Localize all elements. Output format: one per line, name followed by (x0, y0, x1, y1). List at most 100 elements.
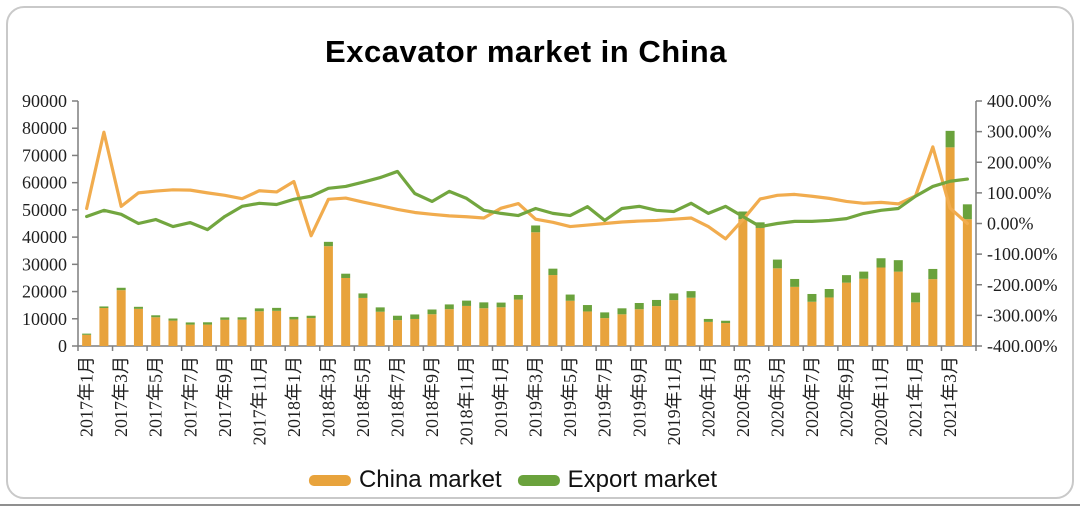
right-axis-tick-label: 100.00% (987, 183, 1052, 203)
china-market-bar (582, 311, 592, 346)
china-market-bar (928, 279, 938, 346)
china-market-bar (841, 282, 851, 346)
export-market-bar (703, 318, 713, 322)
china-market-bar (358, 297, 368, 346)
china-market-bar (893, 271, 903, 346)
china-market-bar (565, 300, 575, 346)
x-axis-tick-label: 2019年7月 (595, 356, 615, 437)
left-axis-tick-label: 20000 (22, 282, 67, 302)
right-axis-tick-label: 400.00% (987, 91, 1052, 111)
export-market-bar (82, 333, 92, 335)
x-axis-tick-label: 2020年7月 (802, 356, 822, 437)
left-axis-tick-label: 10000 (22, 309, 67, 329)
china-market-bar (427, 314, 437, 346)
china-market-bar (721, 323, 731, 346)
right-axis-tick-label: -200.00% (987, 275, 1058, 295)
export-market-bar (824, 288, 834, 298)
left-axis-ticks: 0 10000 20000 30000 40000 50000 60000 70000 8000… (22, 91, 78, 356)
left-axis-tick-label: 80000 (22, 118, 67, 138)
china-market-bar (772, 268, 782, 346)
china-market-bar (790, 286, 800, 346)
export-market-bar (721, 320, 731, 324)
x-axis-tick-label: 2018年1月 (284, 356, 304, 437)
export-market-bars (82, 130, 972, 335)
left-axis-tick-label: 50000 (22, 200, 67, 220)
left-axis-tick-label: 60000 (22, 173, 67, 193)
export-market-bar (513, 294, 523, 300)
right-axis-tick-label: -100.00% (987, 244, 1058, 264)
x-axis-tick-label: 2021年3月 (940, 356, 960, 437)
china-market-bar (859, 278, 869, 346)
china-market-bar (807, 301, 817, 346)
china-market-bar (151, 317, 161, 346)
x-axis-tick-label: 2020年5月 (767, 356, 787, 437)
china-market-bar (496, 307, 506, 346)
china-market-bar (289, 319, 299, 346)
export-market-bar (772, 259, 782, 269)
x-axis-tick-label: 2018年7月 (387, 356, 407, 437)
x-axis-tick-label: 2018年3月 (318, 356, 338, 437)
export-market-bar (565, 294, 575, 301)
china-market-bar (341, 277, 351, 346)
china-market-bar (962, 219, 972, 346)
export-market-bar (548, 268, 558, 276)
china-market-bar (272, 310, 282, 346)
export-market-bar (617, 308, 627, 315)
export-market-bar (99, 306, 109, 309)
x-axis-tick-label: 2019年9月 (629, 356, 649, 437)
x-axis-tick-label: 2019年5月 (560, 356, 580, 437)
china-market-bar (323, 246, 333, 346)
x-axis-tick-label: 2017年5月 (146, 356, 166, 437)
export-market-bar (185, 322, 195, 325)
china-market-bar (392, 320, 402, 346)
export-market-bar (220, 317, 230, 320)
china-market-bar (945, 147, 955, 346)
china-market-bars (82, 147, 972, 346)
export-market-bar (168, 318, 178, 321)
china-market-bar (168, 320, 178, 346)
china-market-bar (254, 311, 264, 346)
china-market-bar (652, 306, 662, 346)
export-market-bar (203, 322, 213, 325)
china-market-bar (738, 219, 748, 346)
x-axis-tick-label: 2019年11月 (664, 356, 684, 445)
export-market-bar (410, 314, 420, 319)
left-axis-tick-label: 70000 (22, 145, 67, 165)
left-axis-tick-label: 30000 (22, 254, 67, 274)
left-axis-tick-label: 0 (58, 336, 67, 356)
left-axis-tick-label: 90000 (22, 91, 67, 111)
export-market-bar (358, 293, 368, 298)
china-market-bar (203, 324, 213, 346)
china-market-bar (600, 318, 610, 346)
export-market-bar (531, 225, 541, 233)
export-market-bar (479, 302, 489, 309)
export-market-bar (427, 309, 437, 315)
export-market-bar (462, 300, 472, 306)
export-market-bar (375, 307, 385, 312)
china-market-bar (306, 318, 316, 346)
export-market-bar (237, 317, 247, 320)
chart-title: Excavator market in China (325, 34, 727, 69)
china-market-bar (531, 232, 541, 346)
x-axis-tick-label: 2020年9月 (836, 356, 856, 437)
china-market-bar (911, 302, 921, 346)
china-market-bar (133, 308, 143, 346)
china-market-bar (755, 227, 765, 346)
legend-item-china-market: China market (308, 466, 502, 494)
left-axis-tick-label: 40000 (22, 227, 67, 247)
export-market-bar (254, 308, 264, 312)
right-axis-tick-label: -400.00% (987, 336, 1058, 356)
china-market-bar (513, 299, 523, 346)
x-axis-tick-label: 2017年11月 (249, 356, 269, 445)
bottom-divider (0, 504, 1080, 506)
legend-label-china-market: China market (358, 466, 502, 493)
right-axis-tick-label: 0.00% (987, 214, 1034, 234)
china-market-bar (548, 275, 558, 346)
x-axis-tick-label: 2019年3月 (526, 356, 546, 437)
export-market-bar (133, 306, 143, 309)
export-market-bar (859, 271, 869, 279)
right-axis-ticks: -400.00% -300.00% -200.00% -100.00% 0.00% 100… (976, 91, 1058, 356)
export-market-bar (392, 315, 402, 321)
x-axis-tick-label: 2017年1月 (77, 356, 97, 437)
export-growth-line (85, 169, 969, 232)
